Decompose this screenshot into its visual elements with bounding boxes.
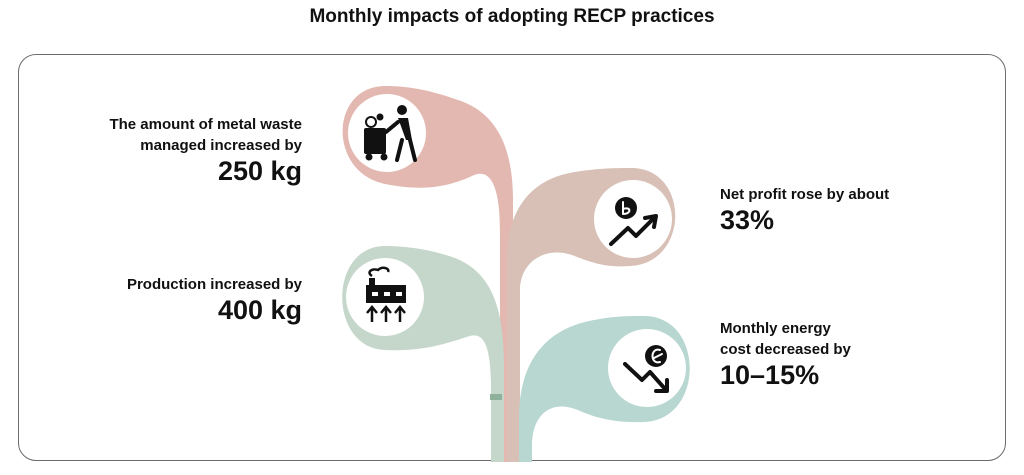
stat-label: cost decreased by <box>720 341 851 358</box>
stat-label: Production increased by <box>126 276 302 293</box>
stat-label: Net profit rose by about <box>720 186 890 203</box>
infographic-title: Monthly impacts of adopting RECP practic… <box>309 6 715 27</box>
stat-energy-cost: Monthly energy cost decreased by 10–15% <box>720 318 851 391</box>
stem-junction-mark <box>490 394 502 400</box>
stat-metal-waste: The amount of metal waste managed increa… <box>109 114 302 187</box>
stat-value: 10–15% <box>720 360 820 390</box>
stem-waste <box>342 86 513 462</box>
stat-value: 400 kg <box>217 295 302 325</box>
stat-value: 250 kg <box>217 156 302 186</box>
stat-value: 33% <box>720 205 775 235</box>
stat-label: managed increased by <box>140 137 302 154</box>
stat-label: Monthly energy <box>720 320 831 337</box>
icon-circle-energy <box>608 329 686 407</box>
waste-bin-person-icon <box>364 105 417 162</box>
icon-circle-profit <box>594 180 672 258</box>
stat-net-profit: Net profit rose by about 33% <box>720 184 889 236</box>
stat-label: The amount of metal waste <box>109 116 302 133</box>
stat-production: Production increased by 400 kg <box>127 274 302 326</box>
profit-up-icon <box>609 197 658 246</box>
energy-cost-down-icon <box>623 345 669 393</box>
factory-icon <box>366 266 406 322</box>
